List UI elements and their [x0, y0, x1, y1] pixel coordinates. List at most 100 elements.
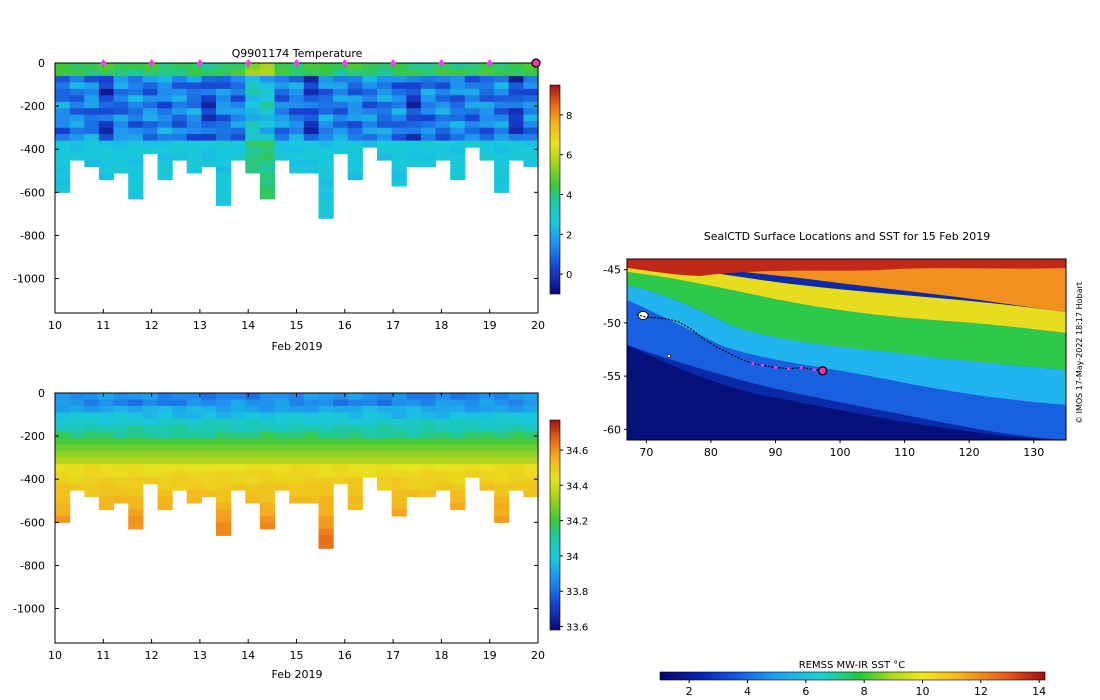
temperature-cell — [157, 69, 173, 77]
temperature-cell — [391, 82, 407, 90]
temperature-cell — [69, 140, 85, 148]
temperature-heatmap — [55, 63, 539, 219]
temperature-cell — [464, 63, 480, 71]
salinity-cell — [216, 418, 232, 426]
salinity-cell — [98, 470, 115, 478]
salinity-cell — [55, 418, 71, 426]
temperature-cell — [289, 69, 305, 77]
temperature-cell — [289, 95, 305, 103]
x-tick-label: 18 — [434, 319, 448, 332]
map-panel: SealCTD Surface Locations and SST for 15… — [603, 230, 1084, 698]
temperature-cell — [259, 127, 276, 135]
temperature-cell — [216, 82, 232, 90]
salinity-cell — [245, 425, 261, 433]
salinity-cell — [450, 405, 466, 413]
salinity-cell — [113, 470, 129, 478]
salinity-cell — [216, 412, 232, 420]
temperature-cell — [318, 95, 334, 103]
temperature-cell — [303, 127, 319, 135]
salinity-cell — [523, 405, 539, 413]
salinity-cell — [318, 541, 334, 549]
salinity-cell — [69, 425, 85, 433]
salinity-cell — [464, 393, 480, 401]
salinity-cell — [450, 451, 466, 459]
colorbar-tick-label: 6 — [566, 151, 572, 162]
salinity-cell — [333, 425, 349, 433]
salinity-cell — [113, 477, 129, 485]
temperature-cell — [245, 140, 261, 148]
temperature-cell — [318, 127, 334, 135]
salinity-cell — [245, 496, 261, 504]
salinity-cell — [464, 399, 480, 407]
temperature-cell — [289, 153, 305, 161]
temperature-cell — [128, 95, 144, 103]
temperature-cell — [435, 63, 451, 71]
salinity-cell — [303, 496, 319, 504]
temperature-cell — [113, 153, 129, 161]
salinity-cell — [230, 457, 246, 465]
temperature-cell — [406, 114, 422, 122]
temperature-cell — [435, 114, 451, 122]
sst-colorbar-tick-label: 6 — [802, 685, 809, 698]
temperature-cell — [318, 179, 334, 187]
temperature-cell — [479, 108, 495, 116]
salinity-cell — [230, 399, 246, 407]
salinity-cell — [435, 431, 451, 439]
temperature-cell — [201, 140, 217, 148]
temperature-cell — [362, 108, 378, 116]
salinity-cell — [494, 431, 510, 439]
salinity-cell — [479, 470, 495, 478]
salinity-cell — [289, 438, 305, 446]
temperature-cell — [523, 114, 539, 122]
salinity-cell — [479, 405, 495, 413]
salinity-cell — [259, 477, 276, 485]
salinity-cell — [230, 425, 246, 433]
salinity-cell — [69, 438, 85, 446]
salinity-cell — [274, 393, 290, 401]
salinity-cell — [113, 483, 129, 491]
salinity-cell — [406, 418, 422, 426]
salinity-cell — [274, 451, 290, 459]
temperature-y-axis: 0 -200 -400 -600 -800 -1000 — [13, 57, 538, 286]
temperature-cell — [494, 166, 510, 174]
salinity-cell — [406, 425, 422, 433]
temperature-cell — [186, 160, 202, 168]
salinity-cell — [333, 438, 349, 446]
temperature-cell — [216, 127, 232, 135]
temperature-cell — [420, 69, 437, 77]
temperature-cell — [508, 108, 524, 116]
temperature-cell — [69, 153, 85, 161]
salinity-cell — [523, 457, 539, 465]
temperature-cell — [142, 134, 158, 142]
temperature-cell — [157, 140, 173, 148]
salinity-cell — [347, 438, 363, 446]
salinity-cell — [113, 496, 129, 504]
colorbar-tick-label: 34.4 — [566, 481, 588, 492]
temperature-cell — [230, 75, 246, 83]
temperature-cell — [259, 134, 276, 142]
salinity-cell — [391, 496, 407, 504]
salinity-cell — [98, 477, 115, 485]
salinity-cell — [186, 425, 202, 433]
temperature-cell — [84, 75, 100, 83]
temperature-cell — [230, 114, 246, 122]
salinity-cell — [347, 490, 363, 498]
temperature-cell — [523, 95, 539, 103]
temperature-cell — [259, 95, 276, 103]
salinity-cell — [172, 399, 188, 407]
salinity-cell — [377, 438, 393, 446]
track-line — [636, 313, 823, 372]
temperature-cell — [523, 69, 539, 77]
temperature-cell — [98, 127, 115, 135]
salinity-cell — [420, 399, 437, 407]
temperature-cell — [333, 88, 349, 96]
salinity-cell — [55, 457, 71, 465]
salinity-cell — [479, 412, 495, 420]
temperature-cell — [523, 127, 539, 135]
temperature-cell — [84, 147, 100, 155]
salinity-cell — [406, 464, 422, 472]
temperature-cell — [318, 121, 334, 129]
y-tick-label: 0 — [38, 57, 45, 70]
temperature-cell — [494, 121, 510, 129]
map-x-tick-label: 130 — [1023, 446, 1044, 459]
